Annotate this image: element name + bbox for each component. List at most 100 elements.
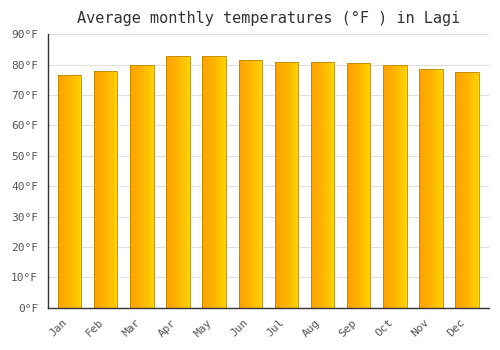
- Bar: [241, 60, 242, 308]
- Bar: [470, 72, 471, 308]
- Bar: [439, 69, 440, 308]
- Bar: [421, 69, 422, 308]
- Bar: [214, 56, 215, 308]
- Bar: [109, 71, 110, 308]
- Bar: [94, 71, 96, 308]
- Bar: [396, 65, 397, 308]
- Bar: [255, 60, 256, 308]
- Bar: [456, 72, 479, 308]
- Bar: [258, 60, 259, 308]
- Bar: [277, 62, 278, 308]
- Bar: [238, 60, 240, 308]
- Bar: [296, 62, 298, 308]
- Bar: [110, 71, 111, 308]
- Bar: [425, 69, 426, 308]
- Bar: [102, 71, 104, 308]
- Bar: [78, 75, 79, 308]
- Bar: [138, 65, 140, 308]
- Bar: [222, 56, 224, 308]
- Bar: [186, 56, 188, 308]
- Bar: [435, 69, 436, 308]
- Bar: [333, 62, 334, 308]
- Bar: [238, 60, 262, 308]
- Bar: [288, 62, 289, 308]
- Bar: [75, 75, 76, 308]
- Bar: [107, 71, 108, 308]
- Bar: [116, 71, 117, 308]
- Bar: [185, 56, 186, 308]
- Bar: [66, 75, 67, 308]
- Bar: [105, 71, 106, 308]
- Bar: [97, 71, 98, 308]
- Bar: [189, 56, 190, 308]
- Bar: [61, 75, 62, 308]
- Bar: [225, 56, 226, 308]
- Bar: [218, 56, 219, 308]
- Bar: [442, 69, 443, 308]
- Bar: [100, 71, 101, 308]
- Bar: [204, 56, 206, 308]
- Bar: [67, 75, 68, 308]
- Bar: [397, 65, 398, 308]
- Bar: [70, 75, 71, 308]
- Bar: [136, 65, 137, 308]
- Bar: [172, 56, 174, 308]
- Bar: [355, 63, 356, 308]
- Bar: [76, 75, 78, 308]
- Bar: [313, 62, 314, 308]
- Bar: [331, 62, 332, 308]
- Bar: [212, 56, 214, 308]
- Bar: [134, 65, 135, 308]
- Bar: [98, 71, 100, 308]
- Bar: [398, 65, 399, 308]
- Bar: [350, 63, 351, 308]
- Bar: [420, 69, 443, 308]
- Bar: [245, 60, 246, 308]
- Bar: [458, 72, 460, 308]
- Bar: [422, 69, 423, 308]
- Bar: [96, 71, 97, 308]
- Bar: [468, 72, 469, 308]
- Bar: [184, 56, 185, 308]
- Bar: [104, 71, 105, 308]
- Bar: [467, 72, 468, 308]
- Bar: [240, 60, 241, 308]
- Bar: [369, 63, 370, 308]
- Bar: [465, 72, 466, 308]
- Bar: [166, 56, 167, 308]
- Bar: [364, 63, 365, 308]
- Bar: [108, 71, 109, 308]
- Bar: [278, 62, 280, 308]
- Bar: [326, 62, 328, 308]
- Bar: [150, 65, 151, 308]
- Bar: [68, 75, 70, 308]
- Bar: [64, 75, 65, 308]
- Bar: [207, 56, 208, 308]
- Bar: [62, 75, 64, 308]
- Bar: [254, 60, 255, 308]
- Bar: [65, 75, 66, 308]
- Bar: [404, 65, 405, 308]
- Title: Average monthly temperatures (°F ) in Lagi: Average monthly temperatures (°F ) in La…: [76, 11, 460, 26]
- Bar: [311, 62, 334, 308]
- Bar: [244, 60, 245, 308]
- Bar: [460, 72, 461, 308]
- Bar: [174, 56, 175, 308]
- Bar: [383, 65, 384, 308]
- Bar: [58, 75, 59, 308]
- Bar: [352, 63, 354, 308]
- Bar: [322, 62, 324, 308]
- Bar: [324, 62, 325, 308]
- Bar: [58, 75, 82, 308]
- Bar: [316, 62, 317, 308]
- Bar: [252, 60, 254, 308]
- Bar: [328, 62, 329, 308]
- Bar: [170, 56, 171, 308]
- Bar: [285, 62, 286, 308]
- Bar: [106, 71, 107, 308]
- Bar: [476, 72, 478, 308]
- Bar: [423, 69, 424, 308]
- Bar: [469, 72, 470, 308]
- Bar: [176, 56, 177, 308]
- Bar: [362, 63, 364, 308]
